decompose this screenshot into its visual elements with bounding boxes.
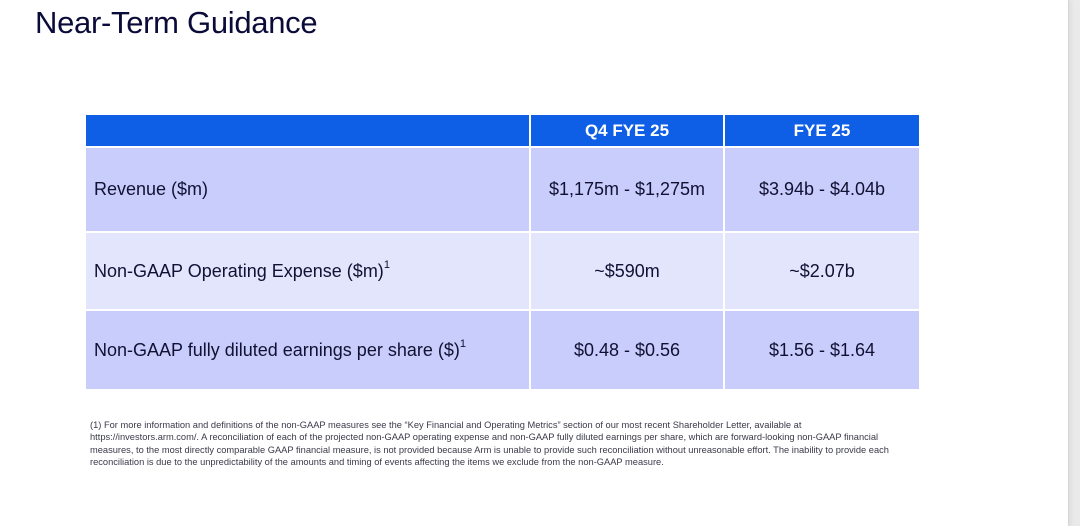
header-cell-empty: [86, 115, 530, 147]
header-cell-fye25: FYE 25: [723, 115, 919, 147]
fy-value: $3.94b - $4.04b: [723, 146, 919, 232]
q4-value: ~$590m: [529, 231, 724, 310]
row-label: Non-GAAP fully diluted earnings per shar…: [86, 309, 530, 389]
footnote-text: (1) For more information and definitions…: [90, 420, 889, 467]
row-label: Non-GAAP Operating Expense ($m)1: [86, 231, 530, 310]
page-title: Near-Term Guidance: [35, 5, 318, 40]
header-cell-q4-fye25: Q4 FYE 25: [529, 115, 724, 147]
guidance-table: Q4 FYE 25 FYE 25 Revenue ($m) $1,175m - …: [86, 115, 919, 389]
q4-value: $0.48 - $0.56: [529, 309, 724, 389]
row-label-text: Non-GAAP fully diluted earnings per shar…: [94, 339, 460, 360]
fy-value: ~$2.07b: [723, 231, 919, 310]
table-header-row: Q4 FYE 25 FYE 25: [86, 115, 919, 147]
q4-value: $1,175m - $1,275m: [529, 146, 724, 232]
row-label-text: Non-GAAP Operating Expense ($m): [94, 260, 384, 281]
table-row-revenue: Revenue ($m) $1,175m - $1,275m $3.94b - …: [86, 146, 919, 232]
row-label-text: Revenue ($m): [94, 179, 209, 199]
fy-value: $1.56 - $1.64: [723, 309, 919, 389]
row-label: Revenue ($m): [86, 146, 530, 232]
table-row-opex: Non-GAAP Operating Expense ($m)1 ~$590m …: [86, 231, 919, 310]
table-row-eps: Non-GAAP fully diluted earnings per shar…: [86, 309, 919, 389]
footnote-marker: 1: [459, 337, 466, 350]
footnote-marker: 1: [383, 258, 390, 271]
